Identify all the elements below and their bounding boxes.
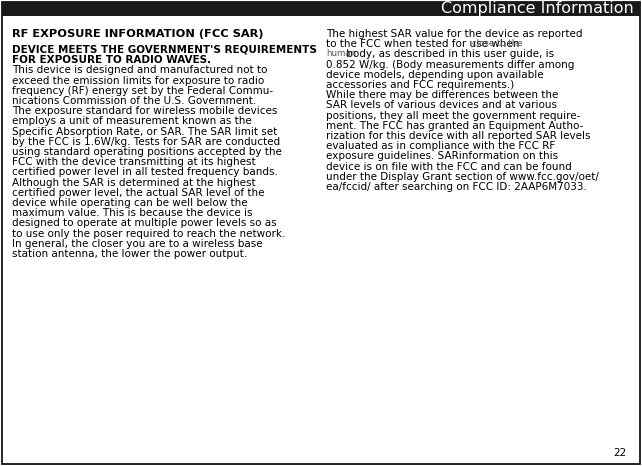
Text: designed to operate at multiple power levels so as: designed to operate at multiple power le… xyxy=(12,219,277,228)
Text: ea/fccid/ after searching on FCC ID: 2AAP6M7033.: ea/fccid/ after searching on FCC ID: 2AA… xyxy=(326,182,587,192)
Text: DEVICE MEETS THE GOVERNMENT'S REQUIREMENTS: DEVICE MEETS THE GOVERNMENT'S REQUIREMEN… xyxy=(12,45,317,55)
Text: frequency (RF) energy set by the Federal Commu-: frequency (RF) energy set by the Federal… xyxy=(12,86,273,96)
Text: nications Commission of the U.S. Government.: nications Commission of the U.S. Governm… xyxy=(12,96,256,106)
Text: Although the SAR is determined at the highest: Although the SAR is determined at the hi… xyxy=(12,178,256,188)
Text: FCC with the device transmitting at its highest: FCC with the device transmitting at its … xyxy=(12,157,256,167)
Text: device is on file with the FCC and can be found: device is on file with the FCC and can b… xyxy=(326,162,572,171)
Text: by the FCC is 1.6W/kg. Tests for SAR are conducted: by the FCC is 1.6W/kg. Tests for SAR are… xyxy=(12,137,280,147)
Text: certified power level in all tested frequency bands.: certified power level in all tested freq… xyxy=(12,167,278,178)
Text: station antenna, the lower the power output.: station antenna, the lower the power out… xyxy=(12,249,247,259)
Text: body, as described in this user guide, is: body, as described in this user guide, i… xyxy=(343,49,554,59)
Bar xyxy=(2,2,640,16)
Text: Compliance Information: Compliance Information xyxy=(441,1,634,16)
Text: exceed the emission limits for exposure to radio: exceed the emission limits for exposure … xyxy=(12,75,265,86)
Text: Specific Absorption Rate, or SAR. The SAR limit set: Specific Absorption Rate, or SAR. The SA… xyxy=(12,127,277,137)
Text: device models, depending upon available: device models, depending upon available xyxy=(326,70,544,80)
Text: 22: 22 xyxy=(614,448,627,458)
Text: This device is designed and manufactured not to: This device is designed and manufactured… xyxy=(12,65,267,75)
Text: accessories and FCC requirements.): accessories and FCC requirements.) xyxy=(326,80,514,90)
Text: to use only the poser required to reach the network.: to use only the poser required to reach … xyxy=(12,229,286,239)
Text: FOR EXPOSURE TO RADIO WAVES.: FOR EXPOSURE TO RADIO WAVES. xyxy=(12,55,211,65)
Text: RF EXPOSURE INFORMATION (FCC SAR): RF EXPOSURE INFORMATION (FCC SAR) xyxy=(12,29,263,39)
Text: evaluated as in compliance with the FCC RF: evaluated as in compliance with the FCC … xyxy=(326,141,555,151)
Text: employs a unit of measurement known as the: employs a unit of measurement known as t… xyxy=(12,116,252,126)
Text: In general, the closer you are to a wireless base: In general, the closer you are to a wire… xyxy=(12,239,263,249)
Text: While there may be differences between the: While there may be differences between t… xyxy=(326,90,559,100)
Text: using standard operating positions accepted by the: using standard operating positions accep… xyxy=(12,147,282,157)
Text: close to the: close to the xyxy=(472,39,523,48)
Text: rization for this device with all reported SAR levels: rization for this device with all report… xyxy=(326,131,591,141)
Text: device while operating can be well below the: device while operating can be well below… xyxy=(12,198,248,208)
Text: to the FCC when tested for use when: to the FCC when tested for use when xyxy=(326,39,523,49)
Text: The exposure standard for wireless mobile devices: The exposure standard for wireless mobil… xyxy=(12,106,277,116)
Text: SAR levels of various devices and at various: SAR levels of various devices and at var… xyxy=(326,100,557,110)
Text: exposure guidelines. SARinformation on this: exposure guidelines. SARinformation on t… xyxy=(326,151,558,161)
Text: under the Display Grant section of www.fcc.gov/oet/: under the Display Grant section of www.f… xyxy=(326,172,599,182)
Text: certified power level, the actual SAR level of the: certified power level, the actual SAR le… xyxy=(12,188,265,198)
Text: human: human xyxy=(326,49,356,58)
Text: ment. The FCC has granted an Equipment Autho-: ment. The FCC has granted an Equipment A… xyxy=(326,121,584,131)
Text: The highest SAR value for the device as reported: The highest SAR value for the device as … xyxy=(326,29,582,39)
Text: 0.852 W/kg. (Body measurements differ among: 0.852 W/kg. (Body measurements differ am… xyxy=(326,60,575,69)
Text: positions, they all meet the government require-: positions, they all meet the government … xyxy=(326,110,580,121)
Text: maximum value. This is because the device is: maximum value. This is because the devic… xyxy=(12,208,252,218)
